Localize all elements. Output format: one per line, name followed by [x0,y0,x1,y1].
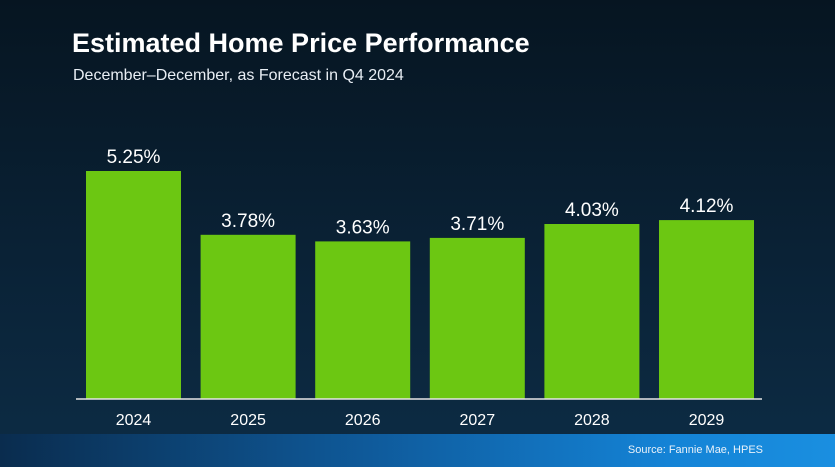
value-label-2029: 4.12% [680,196,734,217]
category-label-2024: 2024 [116,412,152,429]
category-label-2029: 2029 [689,412,725,429]
category-label-2026: 2026 [345,412,381,429]
value-label-2024: 5.25% [107,147,161,168]
bar-2025 [200,234,296,399]
bar-chart: 5.25% 2024 3.78% 2025 3.63% 2026 3.71% 2027 4.03… [76,147,762,429]
category-label-2027: 2027 [460,412,496,429]
footer-band [0,434,835,467]
category-label-2028: 2028 [574,412,610,429]
value-label-2026: 3.63% [336,217,390,238]
bar-2026 [315,241,411,399]
bar-2024 [86,171,181,399]
bar-2029 [659,220,754,399]
bar-2027 [429,237,525,399]
value-label-2027: 3.71% [450,214,504,235]
bar-2028 [544,224,640,399]
value-label-2028: 4.03% [565,200,619,221]
chart-subtitle: December–December, as Forecast in Q4 202… [73,67,404,84]
bars-layer [86,171,754,399]
category-label-2025: 2025 [230,412,266,429]
value-label-2025: 3.78% [221,211,275,232]
labels-layer: 5.25% 2024 3.78% 2025 3.63% 2026 3.71% 2027 4.03… [107,147,734,429]
chart-title: Estimated Home Price Performance [72,28,530,58]
source-note: Source: Fannie Mae, HPES [627,444,763,456]
